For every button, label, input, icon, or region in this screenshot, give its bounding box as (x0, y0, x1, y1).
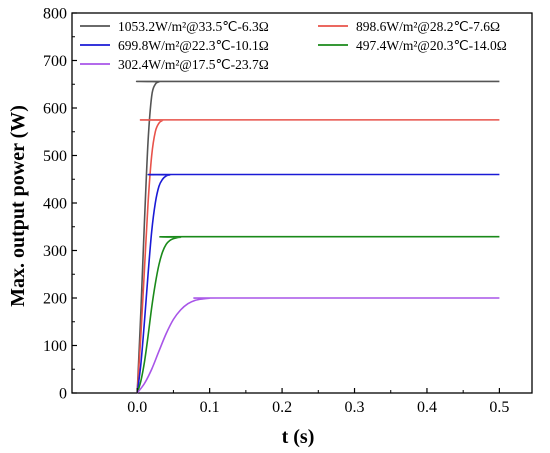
x-tick-label: 0.1 (200, 399, 220, 416)
series-line (136, 119, 500, 394)
x-tick-label: 0.2 (272, 399, 292, 416)
x-tick-label: 0.4 (417, 399, 437, 416)
series-line (136, 235, 500, 394)
x-tick-label: 0.3 (345, 399, 365, 416)
y-tick-label: 400 (43, 196, 67, 213)
y-axis-title: Max. output power (W) (7, 105, 29, 307)
series-line (136, 173, 500, 394)
y-tick-label: 700 (43, 53, 67, 70)
y-tick-label: 500 (43, 148, 67, 165)
y-tick-label: 300 (43, 243, 67, 260)
legend-label: 699.8W/m²@22.3℃-10.1Ω (118, 38, 269, 53)
legend-label: 1053.2W/m²@33.5℃-6.3Ω (118, 19, 269, 34)
series-line (136, 297, 500, 394)
y-tick-label: 100 (43, 338, 67, 355)
legend-label: 497.4W/m²@20.3℃-14.0Ω (356, 38, 507, 53)
x-tick-label: 0.5 (489, 399, 509, 416)
legend-label: 898.6W/m²@28.2℃-7.6Ω (356, 19, 500, 34)
y-axis-ticks: 0 100 200 300 400 500 600 700 800 (43, 6, 77, 403)
x-tick-label: 0.0 (127, 399, 147, 416)
y-tick-label: 200 (43, 291, 67, 308)
y-tick-label: 0 (59, 386, 67, 403)
y-tick-label: 600 (43, 101, 67, 118)
x-axis-ticks: 0.0 0.1 0.2 0.3 0.4 0.5 (127, 388, 509, 416)
series-layer (135, 80, 500, 394)
legend-label: 302.4W/m²@17.5℃-23.7Ω (118, 57, 269, 72)
x-axis-title: t (s) (282, 426, 315, 448)
series-line (135, 80, 500, 394)
legend: 1053.2W/m²@33.5℃-6.3Ω 898.6W/m²@28.2℃-7.6… (80, 19, 507, 72)
y-tick-label: 800 (43, 6, 67, 23)
